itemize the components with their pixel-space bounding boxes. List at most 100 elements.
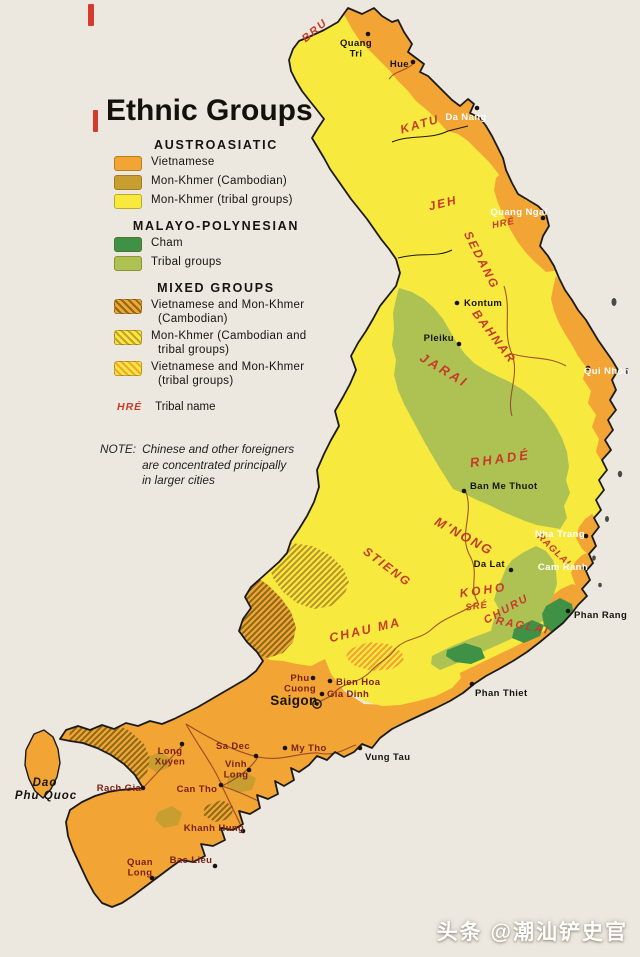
city-dot-saigon bbox=[315, 702, 319, 706]
region-mkc-6 bbox=[298, 832, 328, 856]
interior-borders bbox=[391, 125, 469, 259]
page-title: Ethnic Groups bbox=[106, 94, 313, 127]
city-dot-vinh-long bbox=[246, 767, 252, 773]
city-dot-kontum bbox=[454, 300, 460, 306]
region-mixed-viet-tribal bbox=[346, 642, 404, 671]
swatch-mixed-mkc-tribal bbox=[114, 330, 142, 346]
city-dot-rach-gia bbox=[140, 785, 146, 791]
city-dot-bac-lieu bbox=[212, 863, 218, 869]
offshore-islands bbox=[592, 298, 629, 588]
city-dot-da-nang bbox=[474, 105, 480, 111]
swatch-cham bbox=[114, 237, 142, 252]
legend-item: Mon-Khmer (tribal groups) bbox=[114, 194, 332, 209]
city-label-rach-gia: Rach Gia bbox=[97, 783, 142, 794]
swatch-mon-khmer-cambodian bbox=[114, 175, 142, 190]
tribal-name-key: HRÉ Tribal name bbox=[117, 401, 332, 413]
legend-item: Cham bbox=[114, 237, 332, 252]
city-label-vinh-long: Vinh Long bbox=[224, 759, 249, 781]
city-symbol-saigon bbox=[312, 699, 322, 709]
legend-heading-austroasiatic: AUSTROASIATIC bbox=[154, 138, 278, 152]
legend-heading-mixed-groups: MIXED GROUPS bbox=[157, 281, 275, 295]
region-mixed-can-tho bbox=[332, 768, 422, 831]
tribal-name-sample: HRÉ bbox=[117, 401, 143, 414]
city-dot-sa-dec bbox=[253, 753, 259, 759]
city-label-vung-tau: Vung Tau bbox=[365, 752, 410, 763]
city-label-ban-me-thuot: Ban Me Thuot bbox=[470, 481, 538, 492]
tribal-label-koho: KOHO bbox=[459, 580, 508, 601]
city-label-long-xuyen: Long Xuyen bbox=[155, 746, 186, 768]
city-label-phan-rang: Phan Rang bbox=[574, 610, 627, 621]
legend: Ethnic Groups AUSTROASIATIC Vietnamese M… bbox=[100, 94, 332, 488]
city-dot-pleiku bbox=[456, 341, 462, 347]
city-label-sa-dec: Sa Dec bbox=[216, 741, 250, 752]
note-prefix: NOTE: bbox=[100, 442, 137, 457]
city-dot-phu-cuong bbox=[310, 675, 316, 681]
swatch-mixed-viet-tribal bbox=[114, 361, 142, 377]
city-dot-da-lat bbox=[508, 567, 514, 573]
tribal-label-hr: HRÉ bbox=[491, 216, 516, 232]
city-dot-long-xuyen bbox=[179, 741, 185, 747]
city-label-nha-trang: Nha Trang bbox=[535, 529, 585, 540]
legend-item: Mon-Khmer (Cambodian and tribal groups) bbox=[114, 330, 332, 357]
tribal-label-jeh: JEH bbox=[427, 193, 459, 214]
region-malayo-tribal-highlands bbox=[392, 288, 570, 529]
region-cham-2 bbox=[512, 620, 544, 643]
watermark: 头条 @潮汕铲史官 bbox=[436, 921, 628, 944]
scan-edge-mark bbox=[88, 4, 94, 26]
region-vietnamese-qui-nhon bbox=[551, 276, 618, 465]
city-label-gia-dinh: Gia Dinh bbox=[327, 689, 369, 700]
legend-item: Vietnamese and Mon-Khmer (tribal groups) bbox=[114, 361, 332, 388]
note: NOTE: Chinese and other foreigners are c… bbox=[100, 442, 332, 488]
city-label-phan-thiet: Phan Thiet bbox=[475, 688, 528, 699]
city-label-quang-ngai: Quang Ngai bbox=[490, 207, 547, 218]
scan-edge-mark bbox=[93, 110, 98, 132]
city-dot-quang-tri bbox=[365, 31, 371, 37]
city-label-hue: Hue bbox=[390, 59, 409, 70]
city-label-quan-long: Quan Long bbox=[127, 857, 153, 879]
region-mixed-mkc-tribal-stieng bbox=[268, 543, 349, 609]
region-mkc-5 bbox=[244, 830, 270, 851]
legend-item: Mon-Khmer (Cambodian) bbox=[114, 175, 332, 190]
phu-quoc-island bbox=[24, 729, 61, 799]
city-label-my-tho: My Tho bbox=[291, 743, 327, 754]
city-dot-hue bbox=[410, 59, 416, 65]
city-dot-khanh-hung bbox=[240, 828, 246, 834]
city-dot-quang-ngai bbox=[540, 215, 546, 221]
city-labels-layer: Quang Tri Hue Da Nang Quang Ngai Kontum Pleiku… bbox=[15, 31, 630, 881]
city-label-qui-nhon: Qui Nhon bbox=[584, 366, 630, 377]
legend-item: Vietnamese bbox=[114, 156, 332, 171]
legend-item: Tribal groups bbox=[114, 256, 332, 271]
city-label-khanh-hung: Khanh Hung bbox=[184, 823, 244, 834]
country-outline bbox=[59, 7, 619, 908]
city-label-can-tho: Can Tho bbox=[177, 784, 218, 795]
region-mkc-3 bbox=[227, 772, 256, 793]
note-body: Chinese and other foreigners are concent… bbox=[142, 442, 295, 488]
city-dot-nha-trang bbox=[583, 533, 589, 539]
region-cham-1 bbox=[446, 643, 485, 664]
city-label-cam-ranh: Cam Ranh bbox=[538, 562, 588, 573]
city-dot-ban-me-thuot bbox=[461, 488, 467, 494]
city-dot-my-tho bbox=[282, 745, 288, 751]
city-label-bac-lieu: Bac Lieu bbox=[170, 855, 213, 866]
tribal-label-sr: SRÉ bbox=[465, 600, 489, 614]
city-label-phu-cuong: Phu Cuong bbox=[284, 673, 316, 695]
city-label-quang-tri: Quang Tri bbox=[340, 38, 372, 60]
city-label-pleiku: Pleiku bbox=[424, 333, 454, 344]
swatch-mon-khmer-tribal bbox=[114, 194, 142, 209]
swatch-mixed-viet-mkc bbox=[114, 299, 142, 314]
region-mkc-2 bbox=[147, 752, 170, 772]
city-dot-qui-nhon bbox=[585, 365, 591, 371]
city-label-bien-hoa: Bien Hoa bbox=[336, 677, 381, 688]
region-mkc-4 bbox=[155, 806, 182, 828]
city-dot-can-tho bbox=[218, 782, 224, 788]
city-label-da-nang: Da Nang bbox=[445, 112, 486, 123]
city-dot-bien-hoa bbox=[327, 678, 333, 684]
tribal-name-key-label: Tribal name bbox=[155, 401, 216, 414]
region-mixed-delta-small bbox=[203, 800, 234, 822]
swatch-malayo-tribal bbox=[114, 256, 142, 271]
island-label-dao-phu-quoc: Dao Phu Quoc bbox=[15, 777, 77, 802]
city-label-saigon: Saigon bbox=[270, 693, 317, 708]
city-label-da-lat: Da Lat bbox=[474, 559, 506, 570]
city-dot-quan-long bbox=[149, 875, 155, 881]
city-dot-phan-thiet bbox=[469, 681, 475, 687]
